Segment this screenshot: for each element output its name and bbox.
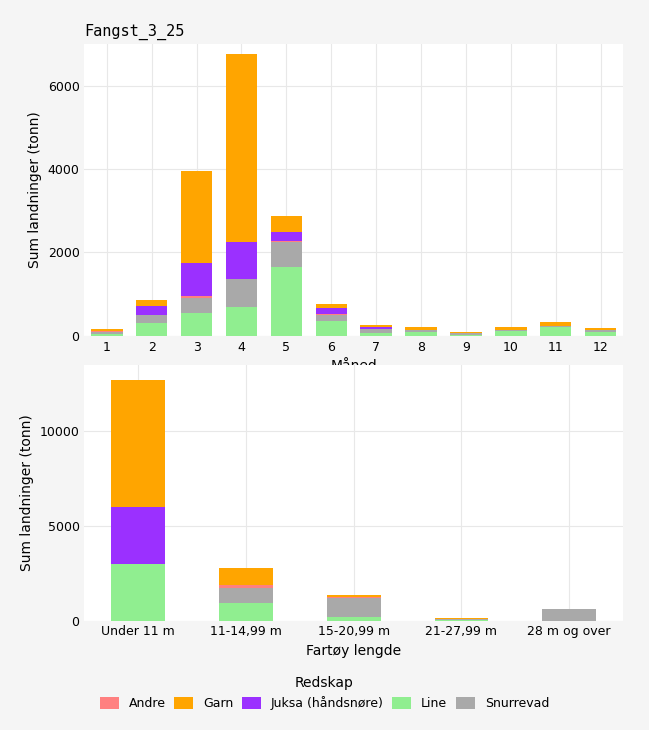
X-axis label: Fartøy lengde: Fartøy lengde bbox=[306, 644, 401, 658]
Bar bbox=[181, 171, 212, 263]
Bar bbox=[112, 564, 165, 620]
Bar bbox=[91, 331, 123, 334]
Bar bbox=[112, 380, 165, 507]
Bar bbox=[181, 299, 212, 313]
Bar bbox=[540, 326, 571, 328]
Bar bbox=[136, 323, 167, 336]
Legend: Andre, Garn, Juksa (håndsnøre), Line, Snurrevad: Andre, Garn, Juksa (håndsnøre), Line, Sn… bbox=[93, 669, 556, 716]
Bar bbox=[181, 296, 212, 299]
Bar bbox=[326, 595, 380, 597]
Bar bbox=[540, 322, 571, 326]
Bar bbox=[326, 598, 380, 617]
Bar bbox=[360, 327, 392, 329]
Bar bbox=[315, 304, 347, 308]
Bar bbox=[450, 335, 482, 336]
Bar bbox=[495, 329, 526, 331]
Bar bbox=[181, 263, 212, 296]
Bar bbox=[91, 334, 123, 336]
Bar bbox=[540, 328, 571, 336]
Bar bbox=[271, 241, 302, 242]
Bar bbox=[315, 308, 347, 314]
Bar bbox=[226, 242, 257, 279]
Bar bbox=[450, 331, 482, 333]
Bar bbox=[226, 54, 257, 242]
Bar bbox=[406, 332, 437, 336]
X-axis label: Måned: Måned bbox=[330, 359, 377, 373]
Bar bbox=[136, 306, 167, 315]
Text: Fangst_3_25: Fangst_3_25 bbox=[84, 23, 185, 39]
Bar bbox=[585, 328, 617, 331]
Bar bbox=[406, 326, 437, 330]
Bar bbox=[406, 330, 437, 332]
Bar bbox=[326, 617, 380, 620]
Bar bbox=[450, 333, 482, 335]
Bar bbox=[219, 585, 273, 588]
Bar bbox=[271, 215, 302, 232]
Bar bbox=[136, 300, 167, 306]
Bar bbox=[495, 326, 526, 329]
Bar bbox=[91, 329, 123, 331]
Bar bbox=[435, 618, 489, 620]
Bar bbox=[315, 314, 347, 315]
Bar bbox=[360, 325, 392, 327]
Bar bbox=[360, 329, 392, 334]
Bar bbox=[326, 597, 380, 598]
Bar bbox=[315, 321, 347, 336]
Bar bbox=[271, 267, 302, 336]
Bar bbox=[495, 331, 526, 336]
Bar bbox=[360, 334, 392, 336]
Bar bbox=[585, 331, 617, 336]
Bar bbox=[271, 232, 302, 241]
Bar bbox=[219, 567, 273, 585]
Bar bbox=[315, 315, 347, 321]
Bar bbox=[181, 313, 212, 336]
Bar bbox=[136, 315, 167, 323]
Bar bbox=[112, 507, 165, 564]
Bar bbox=[226, 307, 257, 336]
Bar bbox=[543, 609, 596, 620]
Bar bbox=[226, 280, 257, 307]
Y-axis label: Sum landninger (tonn): Sum landninger (tonn) bbox=[28, 112, 42, 268]
Y-axis label: Sum landninger (tonn): Sum landninger (tonn) bbox=[20, 415, 34, 571]
Bar bbox=[271, 242, 302, 267]
Bar bbox=[219, 604, 273, 620]
Bar bbox=[219, 588, 273, 604]
